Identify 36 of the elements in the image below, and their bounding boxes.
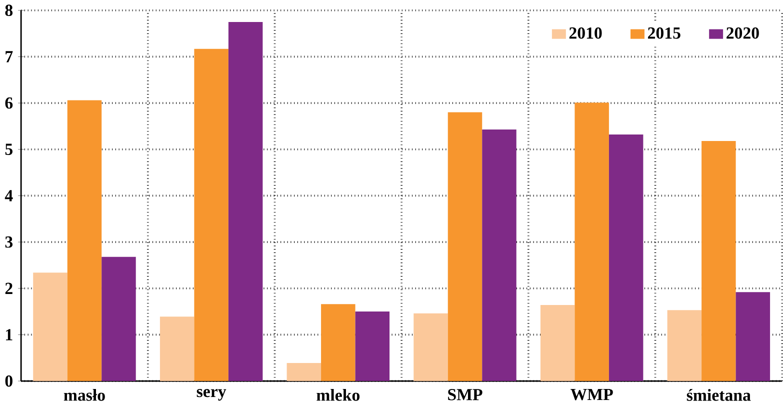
x-tick-label: śmietana	[686, 389, 751, 402]
legend-label: 2020	[726, 28, 759, 39]
bar	[608, 134, 644, 382]
x-tick-label: masło	[64, 389, 105, 402]
bar	[540, 305, 575, 382]
bar	[702, 141, 736, 382]
y-tick-label: 8	[5, 4, 13, 16]
y-tick-label: 4	[4, 190, 13, 202]
bar	[102, 257, 136, 382]
y-tick-label: 6	[5, 98, 13, 109]
x-tick-label: SMP	[448, 389, 482, 401]
bar	[228, 22, 263, 382]
bar	[67, 100, 102, 382]
bar	[448, 112, 482, 382]
bar	[160, 316, 194, 382]
bar	[574, 102, 609, 382]
legend-label: 2015	[648, 28, 680, 39]
y-tick-label: 1	[6, 329, 12, 340]
bar	[355, 312, 390, 382]
y-tick-label: 7	[6, 51, 13, 62]
y-tick-label: 0	[5, 376, 12, 387]
legend-label: 2010	[569, 28, 602, 39]
bar	[194, 49, 228, 382]
x-tick-label: sery	[196, 389, 226, 401]
bar	[482, 130, 516, 382]
x-tick-label: mleko	[316, 389, 360, 402]
bar	[414, 314, 448, 382]
bar	[321, 304, 356, 382]
y-tick-label: 2	[5, 283, 12, 294]
bar	[286, 363, 322, 382]
bar	[667, 310, 702, 382]
y-tick-label: 5	[5, 144, 12, 156]
bar	[33, 272, 68, 382]
x-tick-label: WMP	[570, 389, 613, 401]
bar	[736, 292, 770, 382]
y-tick-label: 3	[5, 236, 13, 248]
